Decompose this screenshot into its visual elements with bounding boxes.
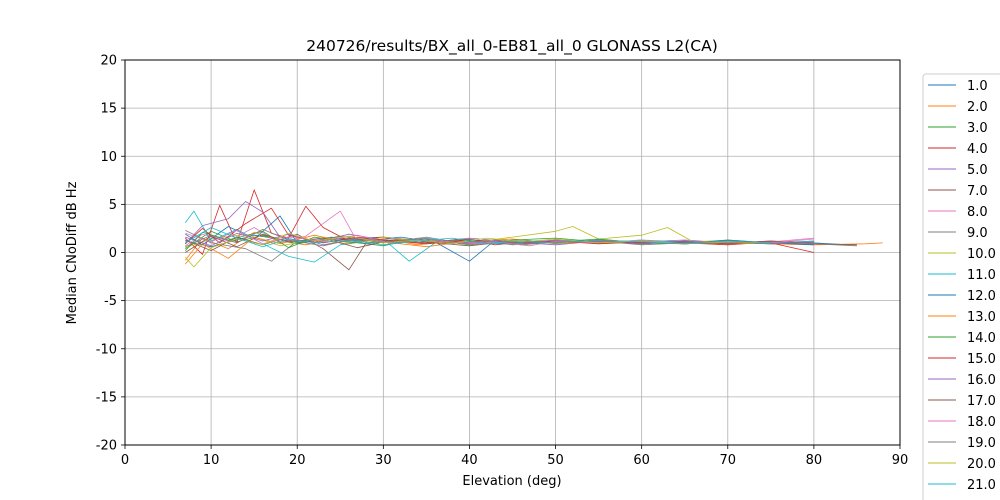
legend-label: 21.0 — [967, 478, 996, 493]
x-tick-label: 60 — [633, 453, 650, 468]
y-tick-label: -10 — [96, 342, 117, 357]
chart-title: 240726/results/BX_all_0-EB81_all_0 GLONA… — [306, 37, 718, 56]
series-lines — [184, 189, 883, 271]
legend-label: 1.0 — [967, 79, 988, 94]
x-tick-label: 10 — [203, 453, 220, 468]
x-tick-label: 30 — [375, 453, 392, 468]
x-tick-label: 80 — [806, 453, 823, 468]
series-line-19.0 — [185, 228, 814, 248]
legend-label: 20.0 — [967, 457, 996, 472]
legend-label: 17.0 — [967, 394, 996, 409]
y-tick-label: -5 — [104, 294, 117, 309]
legend-label: 5.0 — [967, 163, 988, 178]
x-axis-ticks: 0 10 20 30 40 50 60 70 80 90 — [121, 445, 908, 468]
x-tick-label: 20 — [289, 453, 306, 468]
y-tick-label: -20 — [96, 439, 117, 454]
legend-label: 2.0 — [967, 100, 988, 115]
x-tick-label: 40 — [461, 453, 478, 468]
y-tick-label: 0 — [109, 246, 117, 261]
x-tick-label: 90 — [892, 453, 909, 468]
y-tick-label: 10 — [100, 150, 117, 165]
legend-label: 8.0 — [967, 205, 988, 220]
legend-label: 12.0 — [967, 289, 996, 304]
legend-label: 15.0 — [967, 352, 996, 367]
legend-label: 3.0 — [967, 121, 988, 136]
legend-label: 14.0 — [967, 331, 996, 346]
legend-label: 16.0 — [967, 373, 996, 388]
legend-label: 7.0 — [967, 184, 988, 199]
legend-label: 10.0 — [967, 247, 996, 262]
x-tick-label: 50 — [547, 453, 564, 468]
x-tick-label: 70 — [720, 453, 737, 468]
y-axis-label: Median CNoDiff dB Hz — [65, 181, 80, 324]
x-tick-label: 0 — [121, 453, 129, 468]
y-tick-label: -15 — [96, 390, 117, 405]
y-axis-ticks: -20 -15 -10 -5 0 5 10 15 20 — [96, 54, 125, 454]
grid-lines — [124, 59, 901, 446]
legend-label: 18.0 — [967, 415, 996, 430]
series-line-20.0 — [185, 232, 771, 268]
y-tick-label: 20 — [100, 54, 117, 69]
x-axis-label: Elevation (deg) — [462, 474, 561, 489]
y-tick-label: 15 — [100, 102, 117, 117]
legend-box — [922, 73, 1000, 500]
legend-label: 9.0 — [967, 226, 988, 241]
legend-label: 19.0 — [967, 436, 996, 451]
series-line-16.0 — [185, 232, 814, 247]
series-line-17.0 — [185, 233, 814, 253]
series-line-5.0 — [185, 201, 814, 246]
legend-label: 11.0 — [967, 268, 996, 283]
y-tick-label: 5 — [109, 198, 117, 213]
legend: 1.0 2.0 3.0 4.0 5.0 7.0 8.0 9.0 10.0 11.0 12.0 13.0… — [922, 73, 1000, 500]
legend-label: 4.0 — [967, 142, 988, 157]
series-line-21.0 — [185, 227, 771, 248]
legend-label: 13.0 — [967, 310, 996, 325]
